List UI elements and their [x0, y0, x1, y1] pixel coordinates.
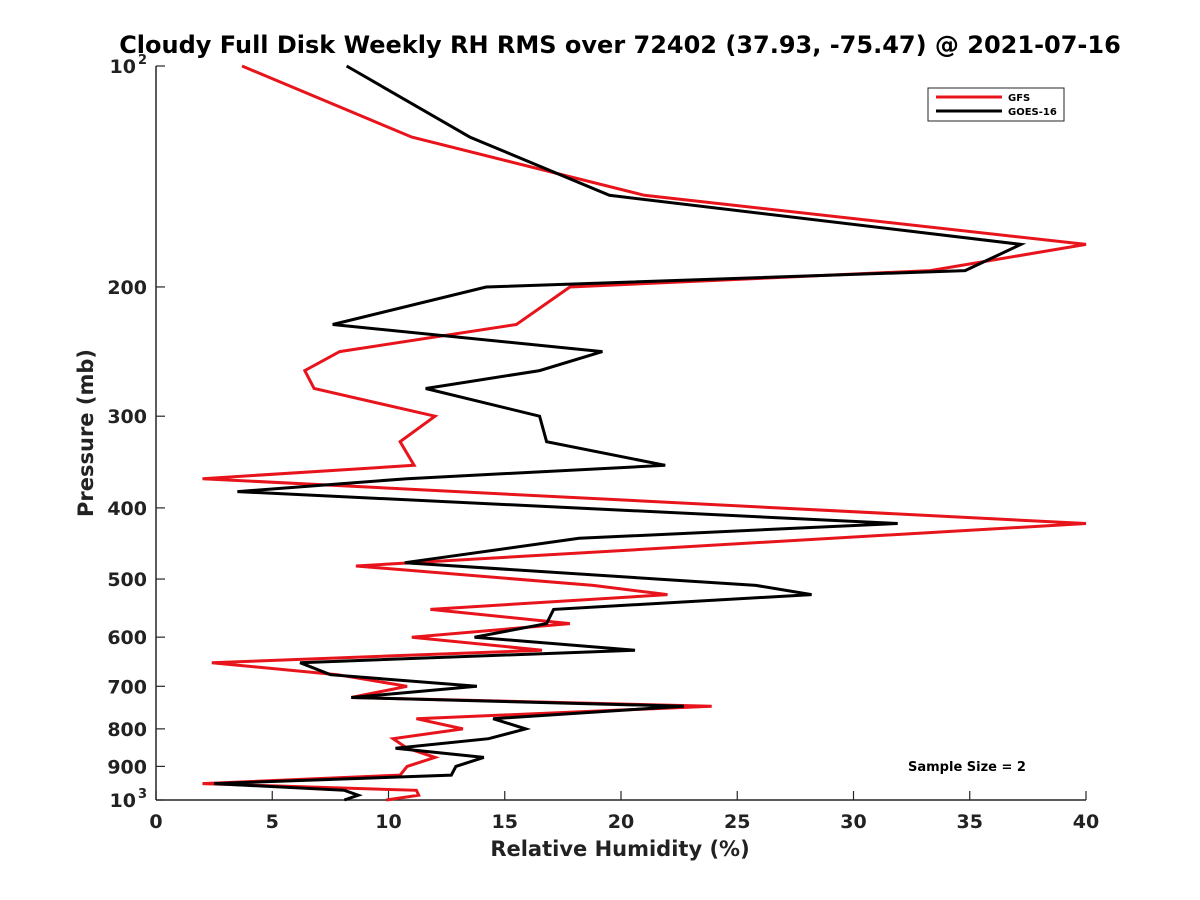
series-line-gfs: [202, 64, 1087, 802]
plot-area: [155, 66, 1086, 801]
chart-title: Cloudy Full Disk Weekly RH RMS over 7240…: [119, 31, 1121, 59]
sample-size-annotation: Sample Size = 2: [908, 760, 1026, 775]
x-axis-ticks: 0 5 10 15 20 25 30 35 40: [149, 791, 1099, 833]
y-tick-label: 900: [107, 756, 147, 778]
series-line-goes-16: [214, 64, 1027, 802]
y-tick-label-exponent: 3: [138, 787, 147, 802]
x-tick-label: 35: [957, 811, 983, 833]
legend-box: [927, 87, 1065, 122]
y-tick-label: 300: [107, 406, 147, 428]
y-tick-label: 500: [107, 569, 147, 591]
y-axis-label: Pressure (mb): [74, 349, 98, 517]
x-tick-label: 25: [724, 811, 750, 833]
y-tick-label-exponent: 2: [138, 53, 147, 68]
x-tick-label: 5: [266, 811, 279, 833]
y-tick-label-base: 10: [110, 790, 136, 812]
x-tick-label: 40: [1073, 811, 1099, 833]
y-tick-label: 400: [107, 498, 147, 520]
x-axis-label: Relative Humidity (%): [490, 837, 749, 861]
y-tick-label-base: 10: [110, 56, 136, 78]
legend: GFS GOES-16: [927, 87, 1065, 122]
y-tick-label: 600: [107, 627, 147, 649]
legend-label: GOES-16: [1008, 107, 1057, 118]
series-layer: [202, 64, 1087, 802]
x-tick-label: 0: [149, 811, 162, 833]
x-tick-label: 30: [840, 811, 866, 833]
x-tick-label: 10: [375, 811, 401, 833]
legend-label: GFS: [1008, 93, 1030, 104]
y-tick-label: 800: [107, 719, 147, 741]
y-tick-label: 200: [107, 277, 147, 299]
y-tick-label: 700: [107, 676, 147, 698]
x-tick-label: 15: [492, 811, 518, 833]
x-tick-label: 20: [608, 811, 634, 833]
